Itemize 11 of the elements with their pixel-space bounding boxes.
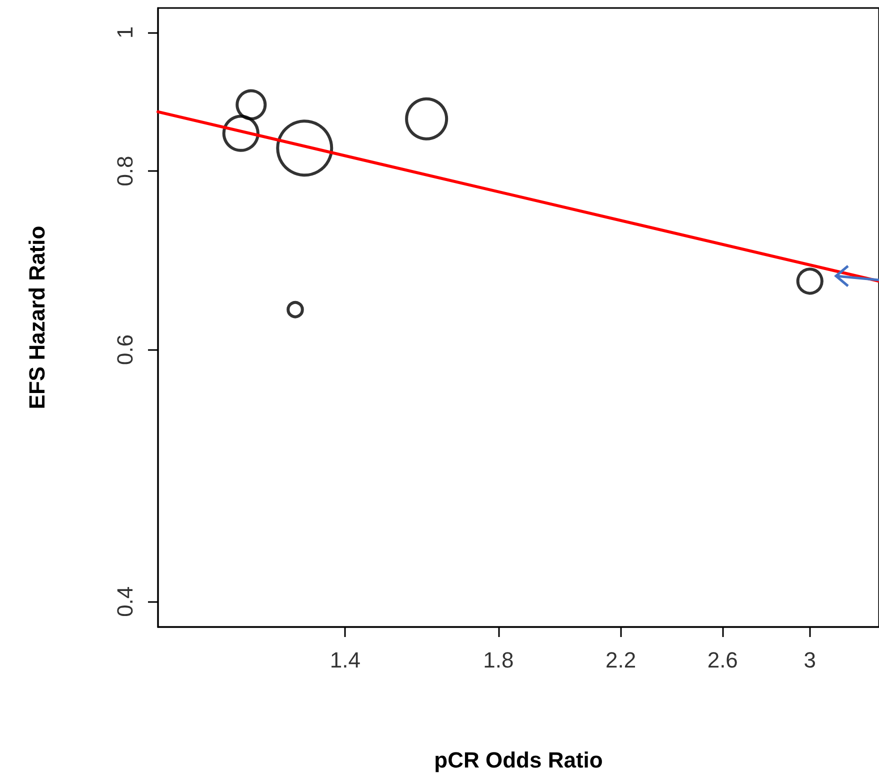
x-tick-label: 1.8 <box>483 648 514 672</box>
y-tick-label: 0.6 <box>112 334 138 366</box>
x-tick-label: 2.6 <box>707 648 738 672</box>
y-tick-label: 0.4 <box>112 586 138 617</box>
x-tick-label: 3 <box>804 648 816 672</box>
y-tick-label: 1 <box>112 26 138 38</box>
x-tick-label: 1.4 <box>330 648 360 672</box>
y-axis-title: EFS Hazard Ratio <box>24 226 50 410</box>
x-tick-label: 2.2 <box>605 648 636 672</box>
x-axis-title: pCR Odds Ratio <box>434 748 603 772</box>
y-tick-label: 0.8 <box>112 156 138 186</box>
